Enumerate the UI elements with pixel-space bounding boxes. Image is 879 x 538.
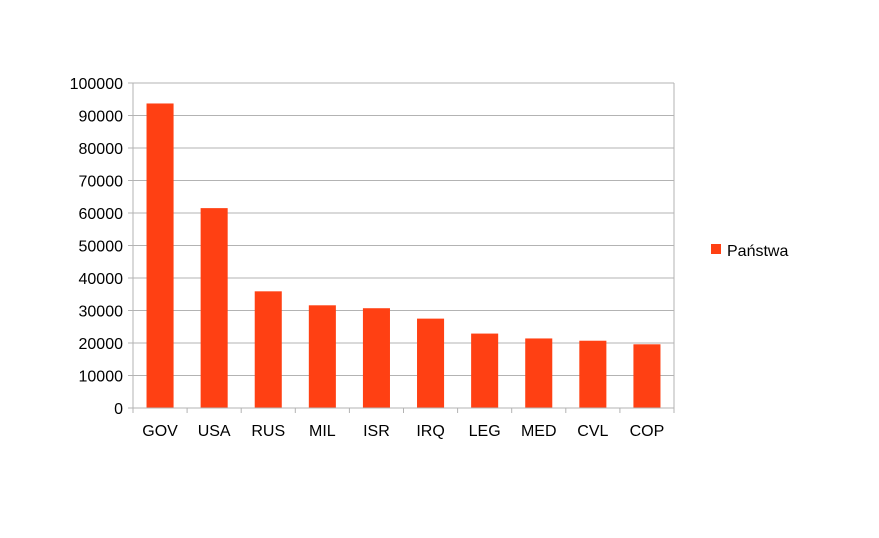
bar-leg	[471, 333, 499, 408]
y-tick-label: 80000	[79, 141, 124, 158]
y-tick-label: 0	[114, 401, 123, 418]
x-tick-label: CVL	[577, 423, 608, 440]
x-tick-label: ISR	[363, 423, 390, 440]
bar-cop	[633, 344, 661, 408]
bar-isr	[362, 308, 390, 408]
y-tick-label: 40000	[79, 271, 124, 288]
legend-swatch	[711, 244, 721, 254]
x-tick-label: MIL	[309, 423, 336, 440]
bars	[146, 103, 661, 408]
bar-rus	[254, 291, 282, 408]
x-tick-label: GOV	[142, 423, 178, 440]
bar-med	[525, 338, 553, 408]
y-tick-label: 50000	[79, 239, 124, 256]
y-tick-label: 90000	[79, 109, 124, 126]
x-tick-label: MED	[521, 423, 557, 440]
x-tick-label: RUS	[251, 423, 285, 440]
x-tick-label: COP	[630, 423, 665, 440]
x-tick-label: IRQ	[416, 423, 444, 440]
y-tick-label: 70000	[79, 174, 124, 191]
legend: Państwa	[711, 243, 788, 260]
y-tick-label: 60000	[79, 206, 124, 223]
y-tick-label: 10000	[79, 369, 124, 386]
bar-cvl	[579, 340, 607, 408]
bar-usa	[200, 208, 228, 408]
x-tick-label: LEG	[469, 423, 501, 440]
x-tick-label: USA	[198, 423, 231, 440]
bar-mil	[308, 305, 336, 408]
legend-label: Państwa	[727, 243, 788, 260]
y-axis-tick-labels: 0 10000 20000 30000 40000 50000 60000 70000 8000…	[70, 76, 133, 418]
x-axis-tick-labels: GOV USA RUS MIL ISR IRQ LEG MED CVL COP	[132, 408, 675, 440]
y-tick-label: 20000	[79, 336, 124, 353]
bar-gov	[146, 103, 174, 408]
y-tick-label: 100000	[70, 76, 123, 93]
y-tick-label: 30000	[79, 304, 124, 321]
bar-irq	[417, 318, 445, 408]
